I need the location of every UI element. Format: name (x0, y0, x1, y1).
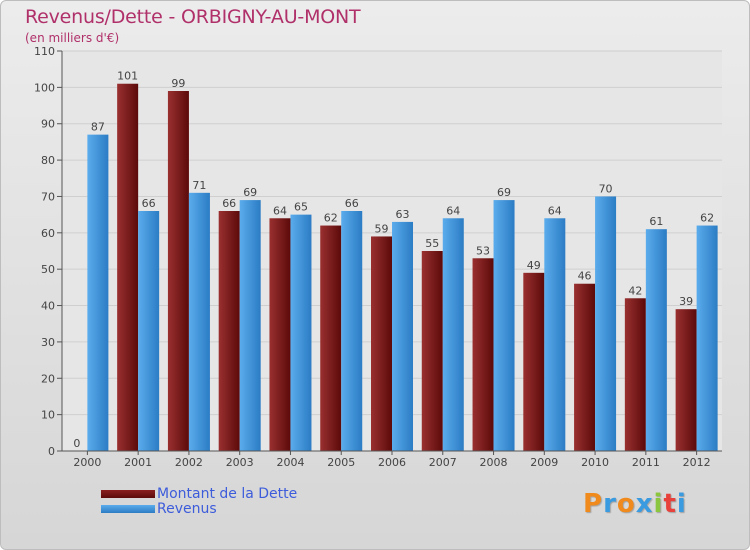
bar-revenus-2012 (696, 225, 718, 451)
x-tick-label: 2005 (327, 456, 355, 469)
bar-revenus-2009 (544, 218, 566, 451)
data-label-revenus-2008: 69 (497, 186, 511, 199)
logo-letter: P (583, 489, 604, 519)
bar-dette-2006 (371, 236, 392, 451)
data-label-revenus-2003: 69 (243, 186, 257, 199)
x-tick-label: 2004 (276, 456, 304, 469)
y-tick-label: 10 (41, 409, 55, 422)
bar-dette-2005 (320, 225, 342, 451)
x-tick-label: 2012 (683, 456, 711, 469)
data-label-revenus-2009: 64 (548, 204, 562, 217)
logo-letter: t (663, 489, 677, 519)
data-label-dette-2005: 62 (324, 212, 338, 225)
bar-dette-2003 (218, 211, 240, 451)
logo-letter: x (635, 489, 654, 519)
bar-revenus-2006 (392, 221, 413, 451)
proxiti-logo: Proxiti (583, 489, 687, 519)
data-label-revenus-2000: 87 (91, 121, 105, 134)
y-tick-label: 80 (41, 154, 55, 167)
bar-revenus-2002 (188, 192, 210, 451)
x-tick-label: 2001 (124, 456, 152, 469)
data-label-revenus-2001: 66 (142, 197, 156, 210)
data-label-dette-2004: 64 (273, 204, 287, 217)
bar-dette-2001 (117, 83, 139, 452)
data-label-revenus-2007: 64 (446, 204, 460, 217)
data-label-dette-2011: 42 (628, 284, 642, 297)
legend-swatch-revenus (101, 505, 155, 513)
y-tick-label: 50 (41, 263, 55, 276)
data-label-dette-2002: 99 (171, 77, 185, 90)
x-tick-label: 2009 (530, 456, 558, 469)
bar-revenus-2011 (645, 229, 667, 451)
x-tick-label: 2002 (175, 456, 203, 469)
y-tick-label: 0 (48, 445, 55, 458)
data-label-revenus-2012: 62 (700, 212, 714, 225)
y-tick-label: 40 (41, 300, 55, 313)
bar-dette-2009 (523, 272, 545, 451)
y-tick-label: 30 (41, 336, 55, 349)
data-label-dette-2008: 53 (476, 244, 490, 257)
data-label-revenus-2010: 70 (599, 182, 613, 195)
data-label-dette-2007: 55 (425, 237, 439, 250)
y-tick-label: 90 (41, 118, 55, 131)
y-tick-label: 20 (41, 372, 55, 385)
bar-dette-2012 (675, 309, 697, 451)
x-tick-label: 2007 (429, 456, 457, 469)
bar-revenus-2005 (341, 211, 363, 451)
bar-revenus-2008 (493, 200, 515, 451)
bar-revenus-2004 (290, 214, 312, 451)
logo-letter: o (616, 489, 636, 519)
bar-revenus-2010 (595, 196, 617, 451)
data-label-dette-2001: 101 (117, 70, 138, 83)
bar-revenus-2000 (87, 134, 109, 452)
data-label-dette-2006: 59 (375, 222, 389, 235)
y-tick-label: 70 (41, 190, 55, 203)
bar-dette-2007 (421, 251, 443, 451)
data-label-dette-2010: 46 (578, 270, 592, 283)
chart-subtitle: (en milliers d'€) (25, 31, 120, 45)
y-tick-label: 100 (34, 81, 55, 94)
chart-title: Revenus/Dette - ORBIGNY-AU-MONT (25, 6, 361, 28)
x-tick-label: 2003 (226, 456, 254, 469)
bar-dette-2004 (269, 218, 291, 451)
data-label-dette-2000: 0 (73, 437, 80, 450)
x-tick-label: 2011 (632, 456, 660, 469)
bar-dette-2011 (624, 298, 646, 451)
legend-swatch-dette (101, 490, 155, 498)
bar-revenus-2001 (138, 211, 160, 451)
x-tick-label: 2008 (480, 456, 508, 469)
x-tick-label: 2010 (581, 456, 609, 469)
y-tick-label: 60 (41, 227, 55, 240)
logo-letter: i (653, 489, 664, 519)
bar-dette-2002 (167, 91, 189, 451)
x-tick-label: 2006 (378, 456, 406, 469)
data-label-revenus-2006: 63 (396, 208, 410, 221)
y-tick-label: 110 (34, 45, 55, 58)
data-label-dette-2009: 49 (527, 259, 541, 272)
data-label-dette-2012: 39 (679, 295, 693, 308)
bar-dette-2008 (472, 258, 494, 451)
data-label-revenus-2005: 66 (345, 197, 359, 210)
data-label-revenus-2011: 61 (649, 215, 663, 228)
data-label-revenus-2002: 71 (192, 179, 206, 192)
x-tick-label: 2000 (73, 456, 101, 469)
data-label-revenus-2004: 65 (294, 201, 308, 214)
data-label-dette-2003: 66 (222, 197, 236, 210)
legend-label-revenus: Revenus (157, 501, 217, 517)
bar-dette-2010 (574, 283, 596, 451)
logo-letter: i (676, 489, 687, 519)
logo-letter: r (603, 489, 617, 519)
bar-revenus-2007 (442, 218, 464, 451)
legend-label-dette: Montant de la Dette (157, 486, 298, 502)
bar-revenus-2003 (239, 200, 261, 451)
